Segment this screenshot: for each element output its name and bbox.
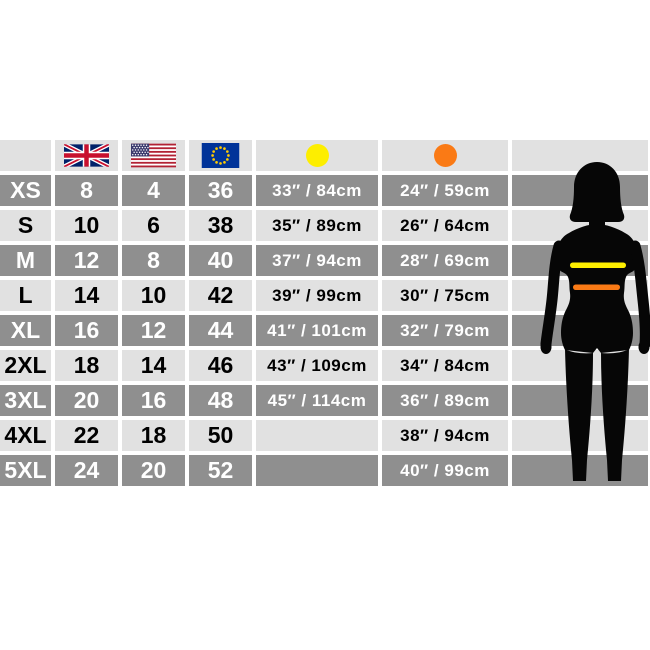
eu-size-cell: 44 (189, 315, 252, 346)
figure-column-cell (512, 210, 648, 241)
uk-size-cell: 18 (55, 350, 118, 381)
uk-size-cell: 8 (55, 175, 118, 206)
bust-measurement-cell (256, 455, 378, 486)
us-size-cell: 20 (122, 455, 185, 486)
waist-orange-dot-icon (433, 144, 457, 167)
waist-measurement-cell: 28″ / 69cm (382, 245, 508, 276)
size-label-cell: XL (0, 315, 51, 346)
figure-column-header-cell (512, 140, 648, 171)
size-label-cell: 3XL (0, 385, 51, 416)
waist-measurement-cell: 30″ / 75cm (382, 280, 508, 311)
eu-size-cell: 38 (189, 210, 252, 241)
figure-column-cell (512, 175, 648, 206)
eu-flag-icon (201, 143, 240, 168)
us-size-cell: 14 (122, 350, 185, 381)
figure-column-cell (512, 350, 648, 381)
eu-size-cell: 40 (189, 245, 252, 276)
us-size-cell: 12 (122, 315, 185, 346)
size-label-cell: 2XL (0, 350, 51, 381)
bust-measurement-cell: 33″ / 84cm (256, 175, 378, 206)
waist-measurement-cell: 40″ / 99cm (382, 455, 508, 486)
us-size-cell: 6 (122, 210, 185, 241)
waist-measurement-cell: 34″ / 84cm (382, 350, 508, 381)
bust-measurement-cell: 35″ / 89cm (256, 210, 378, 241)
bust-measurement-cell: 39″ / 99cm (256, 280, 378, 311)
uk-flag-header-cell (55, 140, 118, 171)
us-size-cell: 10 (122, 280, 185, 311)
us-flag-header-cell (122, 140, 185, 171)
bust-measurement-cell: 41″ / 101cm (256, 315, 378, 346)
bust-measurement-cell: 43″ / 109cm (256, 350, 378, 381)
corner-header-cell (0, 140, 51, 171)
eu-size-cell: 46 (189, 350, 252, 381)
uk-size-cell: 12 (55, 245, 118, 276)
figure-column-cell (512, 385, 648, 416)
size-label-cell: XS (0, 175, 51, 206)
eu-size-cell: 48 (189, 385, 252, 416)
waist-measurement-cell: 36″ / 89cm (382, 385, 508, 416)
bust-measurement-cell (256, 420, 378, 451)
eu-size-cell: 50 (189, 420, 252, 451)
size-label-cell: 5XL (0, 455, 51, 486)
uk-size-cell: 20 (55, 385, 118, 416)
size-label-cell: M (0, 245, 51, 276)
waist-marker-header-cell (382, 140, 508, 171)
figure-column-cell (512, 315, 648, 346)
us-size-cell: 16 (122, 385, 185, 416)
size-label-cell: L (0, 280, 51, 311)
size-label-cell: 4XL (0, 420, 51, 451)
bust-yellow-dot-icon (305, 144, 329, 167)
uk-size-cell: 24 (55, 455, 118, 486)
bust-measurement-cell: 37″ / 94cm (256, 245, 378, 276)
uk-size-cell: 14 (55, 280, 118, 311)
waist-measurement-cell: 32″ / 79cm (382, 315, 508, 346)
uk-size-cell: 22 (55, 420, 118, 451)
figure-column-cell (512, 280, 648, 311)
bust-measurement-cell: 45″ / 114cm (256, 385, 378, 416)
uk-flag-icon (64, 144, 109, 167)
size-label-cell: S (0, 210, 51, 241)
us-size-cell: 8 (122, 245, 185, 276)
figure-column-cell (512, 245, 648, 276)
eu-size-cell: 52 (189, 455, 252, 486)
us-size-cell: 4 (122, 175, 185, 206)
us-size-cell: 18 (122, 420, 185, 451)
uk-size-cell: 10 (55, 210, 118, 241)
figure-column-cell (512, 420, 648, 451)
waist-measurement-cell: 24″ / 59cm (382, 175, 508, 206)
size-chart-table: XS 8 4 36 33″ / 84cm 24″ / 59cm S 10 6 38 35″ / 89… (0, 140, 648, 486)
waist-measurement-cell: 38″ / 94cm (382, 420, 508, 451)
uk-size-cell: 16 (55, 315, 118, 346)
figure-column-cell (512, 455, 648, 486)
eu-size-cell: 42 (189, 280, 252, 311)
eu-flag-header-cell (189, 140, 252, 171)
us-flag-icon (131, 143, 176, 168)
bust-marker-header-cell (256, 140, 378, 171)
eu-size-cell: 36 (189, 175, 252, 206)
waist-measurement-cell: 26″ / 64cm (382, 210, 508, 241)
